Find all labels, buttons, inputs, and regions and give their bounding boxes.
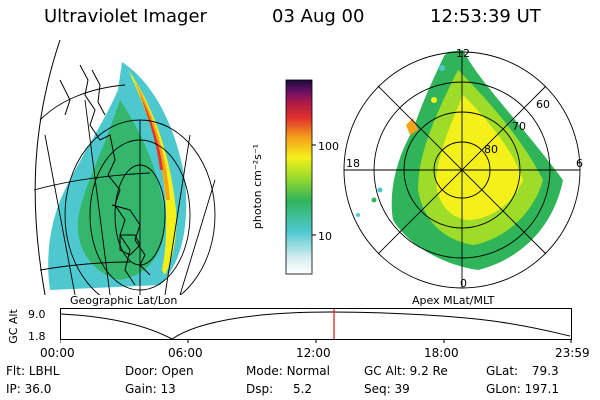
lat-label-80: 80 — [484, 143, 498, 156]
info-gain-value: 13 — [160, 382, 176, 396]
timeline-x-label-1200: 12:00 — [296, 346, 331, 360]
geo-coastlines — [59, 64, 151, 286]
geo-aurora-band-core — [134, 80, 170, 200]
timeline-x-label-2359: 23:59 — [555, 346, 590, 360]
mlt-label-12: 12 — [456, 47, 470, 60]
polar-image-panel — [343, 50, 581, 289]
geo-aurora-green — [77, 100, 166, 280]
info-door-value: Open — [161, 364, 194, 378]
timeline-altitude-curve — [60, 311, 571, 340]
info-seq: Seq: 39 — [364, 382, 410, 396]
info-dsp-value: 5.2 — [292, 382, 313, 396]
colorbar — [285, 79, 316, 275]
info-dsp: Dsp: 5.2 — [246, 382, 312, 396]
info-glat-value: 79.3 — [531, 364, 559, 378]
colorbar-tick-10: 10 — [318, 230, 332, 243]
info-ip-value: 36.0 — [24, 382, 52, 396]
timeline-x-label-0000: 00:00 — [40, 346, 75, 360]
info-mode-label: Mode: — [246, 364, 283, 378]
time-label: 12:53:39 UT — [430, 6, 541, 27]
info-glon: GLon: 197.1 — [486, 382, 559, 396]
geographic-image-panel — [33, 40, 216, 295]
info-gcalt-value: 9.2 Re — [409, 364, 448, 378]
geo-grid-lines — [33, 84, 216, 295]
info-ip-label: IP: — [6, 382, 21, 396]
info-glon-value: 197.1 — [524, 382, 559, 396]
mlt-label-18: 18 — [346, 157, 360, 170]
info-door: Door: Open — [125, 364, 194, 378]
info-glat: GLat: 79.3 — [486, 364, 559, 378]
info-gcalt: GC Alt: 9.2 Re — [364, 364, 448, 378]
instrument-title: Ultraviolet Imager — [44, 6, 207, 27]
info-gcalt-label: GC Alt: — [364, 364, 406, 378]
mlt-label-6: 6 — [576, 157, 583, 170]
info-gain-label: Gain: — [125, 382, 157, 396]
date-label: 03 Aug 00 — [272, 6, 365, 27]
timeline-frame — [60, 308, 572, 340]
lat-label-60: 60 — [536, 98, 550, 111]
info-dsp-label: Dsp: — [246, 382, 274, 396]
timeline-x-label-1800: 18:00 — [424, 346, 459, 360]
info-glat-label: GLat: — [486, 364, 519, 378]
colorbar-tick-100: 100 — [318, 140, 339, 153]
timeline-plot — [60, 308, 572, 343]
timeline-x-label-0600: 06:00 — [168, 346, 203, 360]
mlt-label-0: 0 — [460, 277, 467, 290]
info-seq-label: Seq: — [364, 382, 391, 396]
info-seq-value: 39 — [394, 382, 410, 396]
info-mode-value: Normal — [286, 364, 330, 378]
info-flt: Flt: LBHL — [6, 364, 59, 378]
info-mode: Mode: Normal — [246, 364, 330, 378]
polar-grid — [343, 51, 581, 289]
timeline-axis-label: GC Alt — [6, 309, 20, 344]
geo-aurora-band-peak — [140, 95, 163, 170]
info-ip: IP: 36.0 — [6, 382, 51, 396]
timeline-y-label-low: 1.8 — [28, 330, 46, 343]
polar-aurora-center — [436, 95, 523, 220]
colorbar-gradient — [285, 79, 313, 275]
info-gain: Gain: 13 — [125, 382, 176, 396]
info-door-label: Door: — [125, 364, 158, 378]
info-flt-value: LBHL — [28, 364, 60, 378]
polar-label: Apex MLat/MLT — [412, 294, 495, 307]
info-flt-label: Flt: — [6, 364, 25, 378]
info-glon-label: GLon: — [486, 382, 521, 396]
colorbar-title: photon cm⁻²s⁻¹ — [251, 143, 265, 230]
geographic-label: Geographic Lat/Lon — [70, 294, 178, 307]
lat-label-70: 70 — [512, 120, 526, 133]
timeline-y-label-high: 9.0 — [28, 308, 46, 321]
